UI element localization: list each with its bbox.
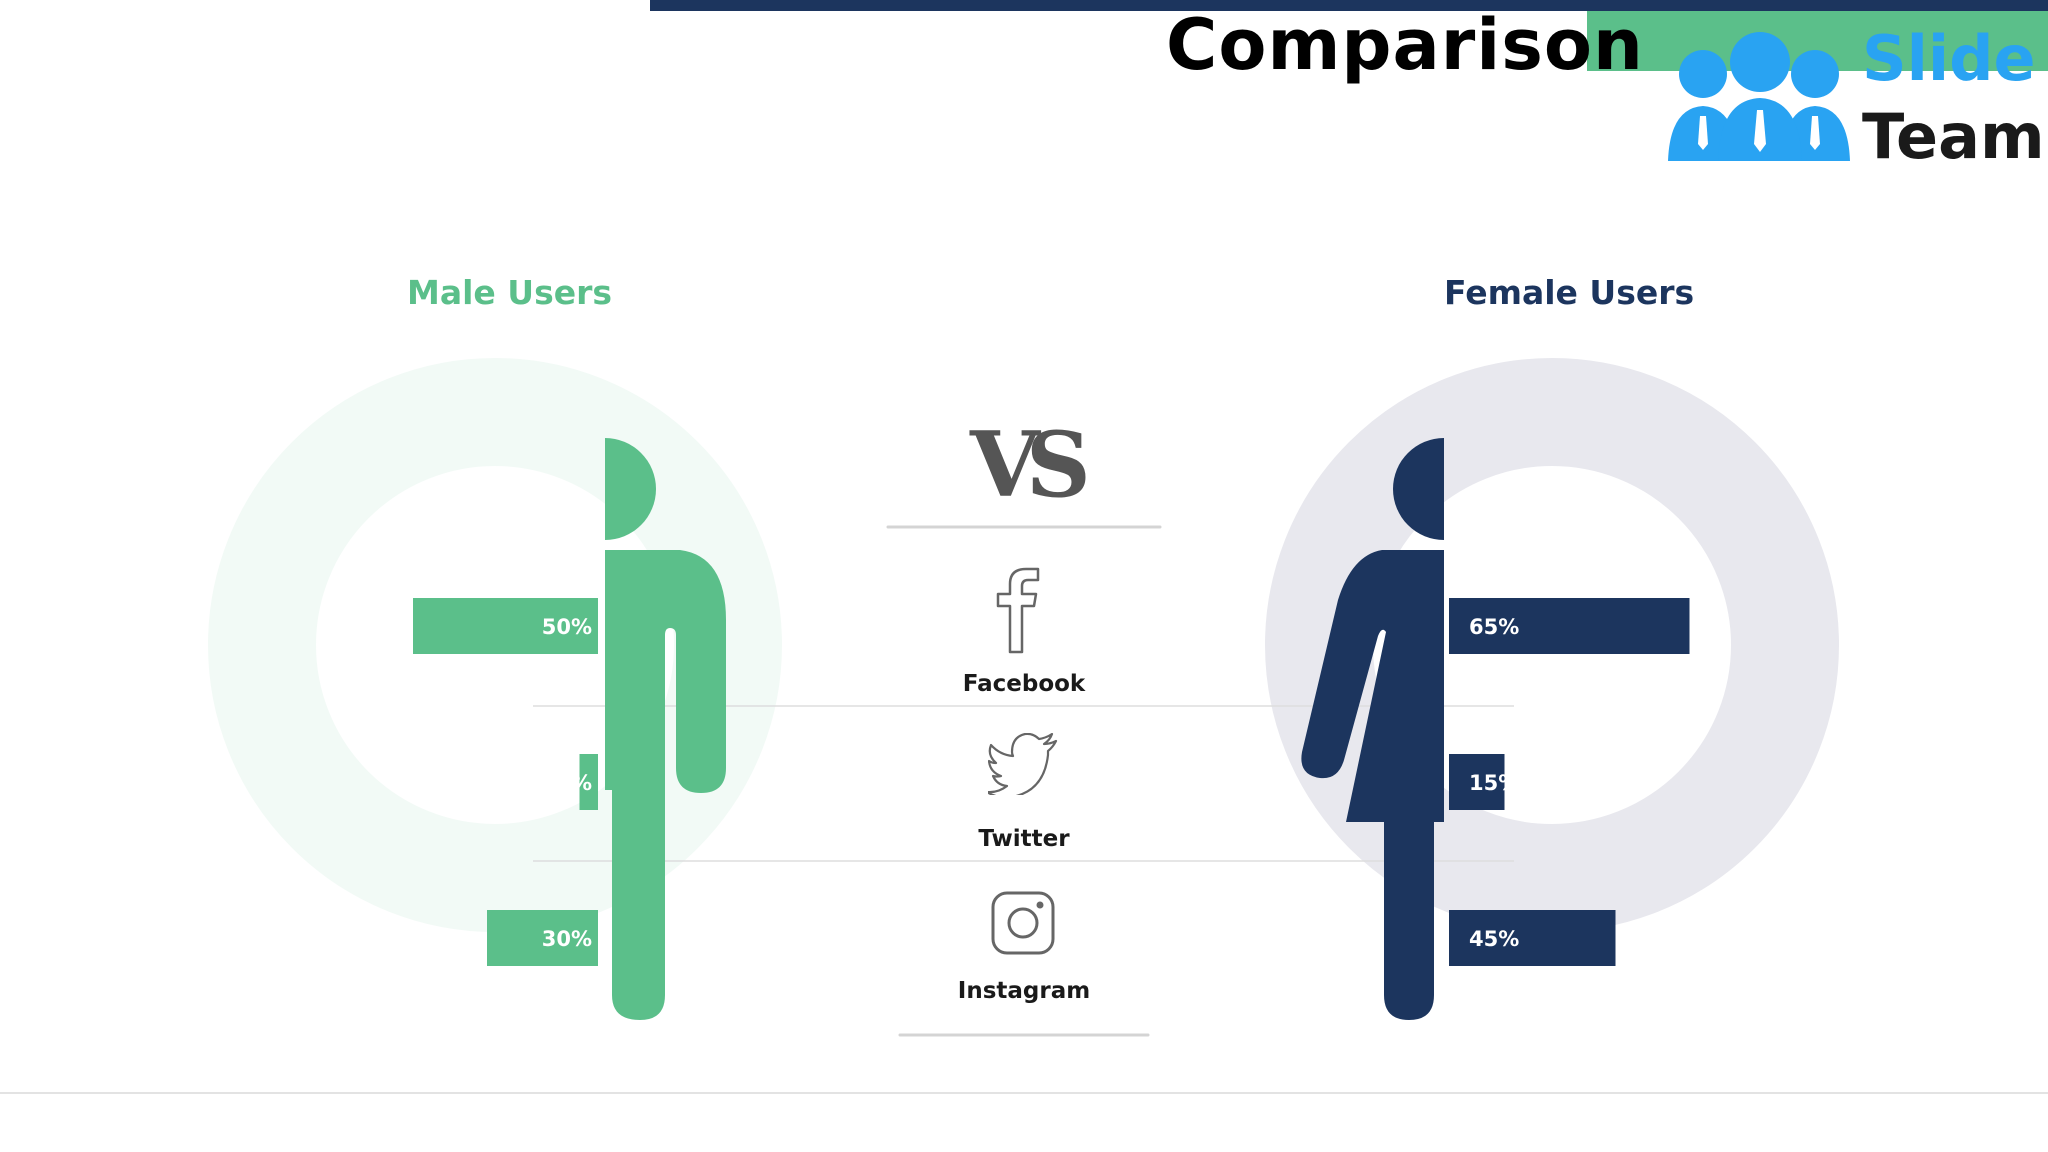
platform-label-facebook: Facebook [962,671,1086,697]
male-bar-facebook [413,598,598,654]
female-users-title: Female Users [1444,273,1695,312]
twitter-icon [988,733,1058,795]
male-bar-instagram [487,910,598,966]
footer-rule [0,1092,2048,1094]
platform-label-twitter: Twitter [978,826,1070,852]
female-label-facebook: 65% [1469,615,1519,639]
female-background-ring [1265,358,1839,932]
male-users-title: Male Users [407,273,613,312]
male-background-ring [208,358,782,932]
vs-text: VS [970,412,1091,518]
platform-label-instagram: Instagram [957,978,1091,1004]
male-label-twitter: 5% [556,771,592,795]
instagram-icon [991,891,1055,955]
facebook-icon [996,567,1040,654]
top-accent-bar [650,0,2048,11]
female-figure [1301,438,1444,1020]
female-bar-twitter [1449,754,1505,810]
male-bar-twitter [579,754,598,810]
female-label-instagram: 45% [1469,927,1519,951]
male-label-instagram: 30% [542,927,592,951]
logo-text-slide: Slide [1862,22,2036,95]
female-label-twitter: 15% [1469,771,1519,795]
male-label-facebook: 50% [542,615,592,639]
logo-text-team: Team [1862,100,2045,173]
page-title: Comparison [1166,4,1644,86]
female-bar-facebook [1449,598,1690,654]
female-bar-instagram [1449,910,1616,966]
slideteam-logo [1668,32,1850,161]
male-figure [605,438,726,1020]
